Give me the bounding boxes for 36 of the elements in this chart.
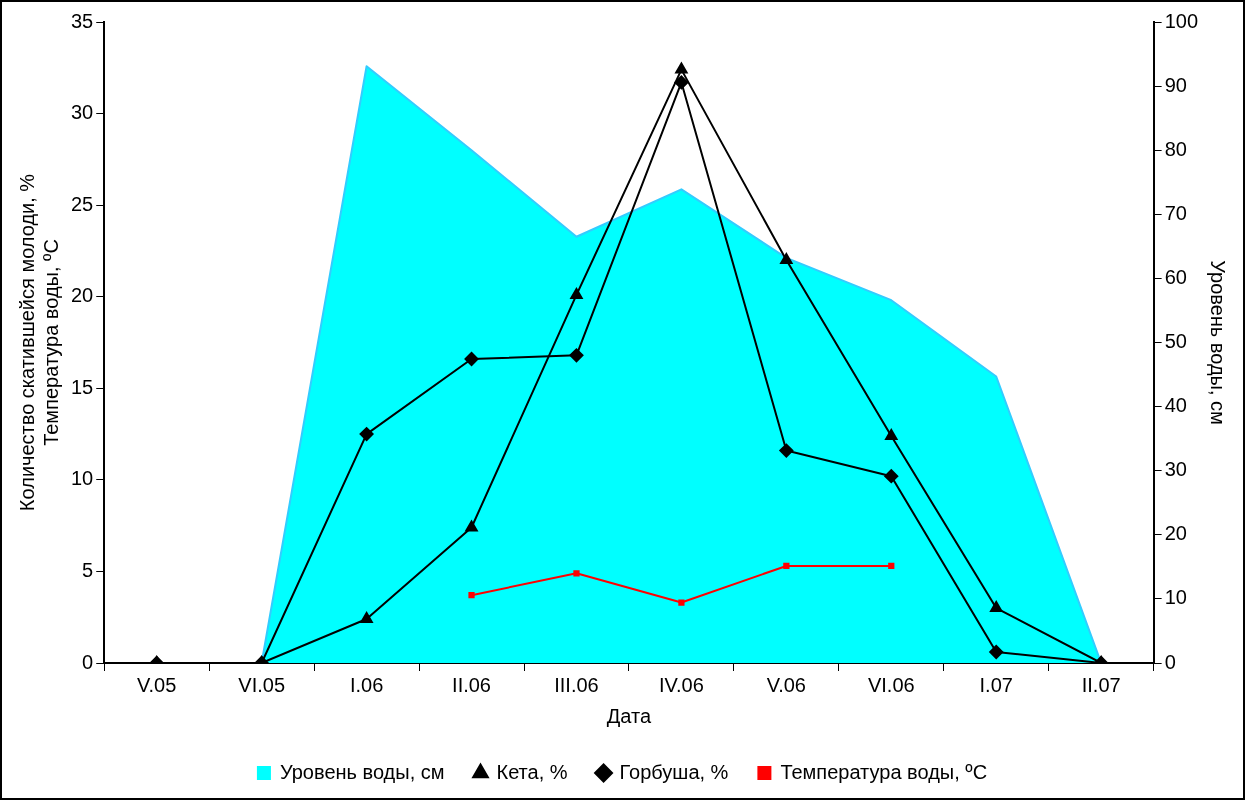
- legend-label: Горбуша, %: [619, 760, 729, 783]
- x-tick-label: II.07: [1081, 673, 1121, 696]
- x-tick-label: IV.06: [658, 673, 704, 696]
- y-axis-title: Количество скатившейся молоди, % Температура воды, ºC: [15, 173, 62, 512]
- y-tick-label: 25: [71, 192, 94, 215]
- y2-tick-label: 30: [1164, 458, 1187, 481]
- x-tick-label: VI.06: [867, 673, 915, 696]
- y2-tick-label: 90: [1164, 73, 1187, 96]
- y2-tick-label: 80: [1164, 137, 1187, 160]
- x-tick-label: III.06: [554, 673, 599, 696]
- x-axis-title: Дата: [606, 704, 652, 727]
- x-tick-label: II.06: [452, 673, 491, 696]
- y-tick-label: 10: [71, 467, 94, 490]
- y2-tick-label: 100: [1164, 9, 1199, 32]
- y-tick-label: 20: [71, 284, 94, 307]
- y-tick-label: 0: [82, 650, 94, 673]
- y2-tick-label: 40: [1164, 394, 1187, 417]
- x-tick-label: I.06: [349, 673, 384, 696]
- x-tick-label: V.05: [137, 673, 177, 696]
- y2-tick-label: 10: [1164, 586, 1187, 609]
- y-tick-label: 15: [71, 375, 94, 398]
- legend-label: Температура воды, ºC: [780, 760, 988, 783]
- x-tick-label: V.06: [766, 673, 806, 696]
- x-tick-label: I.07: [979, 673, 1013, 696]
- y2-tick-label: 20: [1164, 522, 1187, 545]
- y-tick-label: 5: [82, 558, 94, 581]
- y2-tick-label: 70: [1164, 201, 1187, 224]
- legend-label: Уровень воды, см: [279, 760, 445, 783]
- x-tick-label: VI.05: [238, 673, 286, 696]
- y2-tick-label: 0: [1164, 650, 1176, 673]
- legend-label: Кета, %: [496, 760, 568, 783]
- y-tick-label: 35: [71, 9, 94, 32]
- y2-tick-label: 50: [1164, 330, 1187, 353]
- y-tick-label: 30: [71, 101, 94, 124]
- y2-tick-label: 60: [1164, 265, 1187, 288]
- y2-axis-title: Уровень воды, см: [1207, 260, 1230, 425]
